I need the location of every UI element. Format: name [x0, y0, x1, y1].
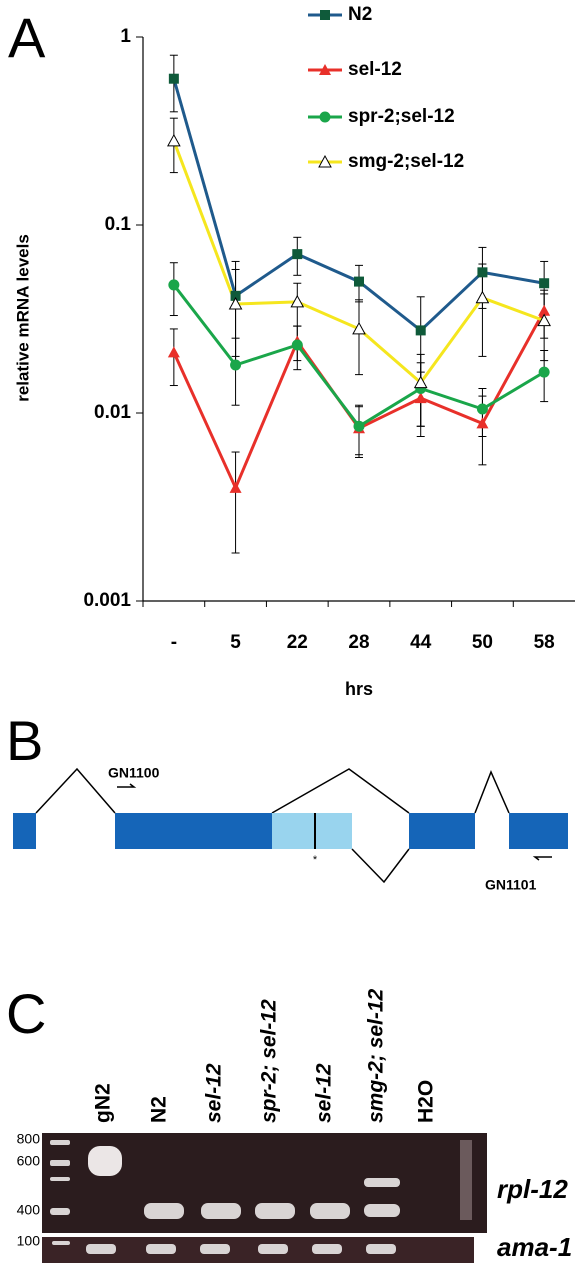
x-tick-label: - [171, 632, 177, 653]
x-axis-label: hrs [345, 679, 373, 699]
x-tick-label: 22 [287, 632, 308, 653]
primer [535, 857, 552, 860]
lane-label: H2O [415, 1080, 438, 1123]
marker [168, 346, 180, 357]
lane-label: smg-2; sel-12 [365, 988, 388, 1123]
error-bar [355, 300, 363, 375]
legend-label: N2 [348, 4, 372, 25]
size-marker: 800 [17, 1131, 41, 1147]
lane-label: N2 [148, 1096, 171, 1123]
primer [117, 784, 134, 787]
marker [477, 404, 488, 415]
exon [409, 813, 475, 849]
figure: A relative mRNA levels hrs 1 0.1 0.01 0.001… [0, 0, 577, 1266]
lane-label: sel-12 [203, 1063, 226, 1123]
gene-label: ama-1 [497, 1232, 572, 1262]
intron [272, 769, 409, 813]
gel: C gN2 N2 sel-12 spr-2; sel-12 sel-12 smg… [6, 982, 572, 1263]
y-tick-label: 0.001 [83, 590, 131, 611]
marker [477, 267, 487, 277]
marker [292, 339, 303, 350]
primer-label: GN1100 [108, 765, 160, 781]
x-tick-label: 28 [348, 632, 369, 653]
x-tick-label: 58 [534, 632, 555, 653]
marker [476, 292, 488, 303]
marker [539, 367, 550, 378]
marker [292, 249, 302, 259]
lane-label: spr-2; sel-12 [258, 999, 281, 1123]
marker [169, 74, 179, 84]
gene-diagram: B * GN1100 GN1101 [6, 709, 568, 893]
panel-label: B [6, 709, 43, 772]
exon [115, 813, 272, 849]
intron [36, 769, 115, 813]
intron [352, 849, 409, 882]
legend-label: sel-12 [348, 59, 402, 80]
legend-label: spr-2;sel-12 [348, 106, 455, 127]
panel-label: C [6, 982, 46, 1045]
error-bar [478, 264, 486, 356]
y-axis-label: relative mRNA levels [13, 234, 32, 402]
marker [168, 135, 180, 146]
mutation-mark: * [313, 854, 318, 866]
legend-marker [320, 112, 331, 123]
y-tick-label: 0.1 [105, 214, 132, 235]
y-tick-label: 0.01 [94, 402, 131, 423]
intron [475, 772, 509, 813]
marker [354, 421, 365, 432]
y-tick-label: 1 [120, 26, 131, 47]
error-bar [232, 452, 240, 553]
gene-label: rpl-12 [497, 1174, 568, 1204]
lane-label: gN2 [92, 1083, 115, 1123]
x-tick-label: 44 [410, 632, 432, 653]
size-marker: 100 [17, 1233, 41, 1249]
exon [509, 813, 568, 849]
x-tick-label: 50 [472, 632, 493, 653]
panel-label: A [8, 6, 46, 69]
marker [230, 482, 242, 493]
lane-label: sel-12 [313, 1063, 336, 1123]
exon-alt [272, 813, 352, 849]
exon [13, 813, 36, 849]
marker [416, 325, 426, 335]
x-tick-label: 5 [230, 632, 241, 653]
marker [168, 279, 179, 290]
size-marker: 600 [17, 1153, 41, 1169]
marker [539, 278, 549, 288]
legend-label: smg-2;sel-12 [348, 151, 464, 172]
marker [230, 360, 241, 371]
size-marker: 400 [17, 1202, 41, 1218]
legend-marker [320, 10, 330, 20]
plot: 1 0.1 0.01 0.001 - 5 22 28 44 50 58 N2 sel-12 spr-2;s… [83, 4, 575, 653]
marker [354, 277, 364, 287]
primer-label: GN1101 [485, 877, 537, 893]
